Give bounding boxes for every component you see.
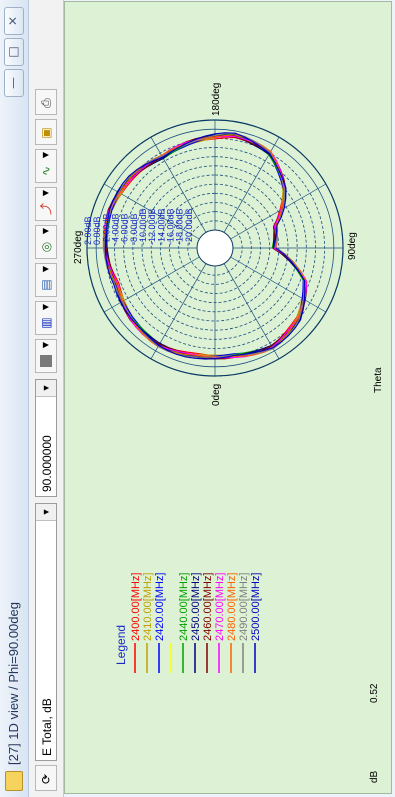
polar-labels: 2.00dB 0.00dB -2.00dB -4.00dB -6.00dB -8.00dB… [73,83,358,406]
plot-area[interactable]: 2.00dB 0.00dB -2.00dB -4.00dB -6.00dB -8.00dB… [64,1,392,794]
legend-entry-label: 2440.00[MHz] [178,573,190,641]
chevron-down-icon: ▼ [41,265,50,273]
curve-icon: ∿ [39,165,53,177]
chevron-down-icon: ▼ [41,151,50,159]
corner-value: 0.52 [369,683,380,703]
angle-label-a180: 180deg [211,83,222,116]
angle-label-a270: 270deg [73,231,84,264]
legend-entry-label: 2460.00[MHz] [202,573,214,641]
spoke-line [150,136,207,233]
chart-type-button[interactable]: ▥ ▼ [35,301,57,335]
spoke-line [230,256,327,313]
polar-chart: 2.00dB 0.00dB -2.00dB -4.00dB -6.00dB -8.00dB… [73,83,384,783]
window-title: [27] 1D view / Phi=90.00deg [6,602,21,765]
parameter-select[interactable]: 90.000000 ▼ [35,379,57,497]
close-button[interactable]: ✕ [4,7,24,35]
radial-tick-label: -18.00dB [175,208,185,245]
legend-entry-label: 2490.00[MHz] [238,573,250,641]
refresh-icon: ⟳ [39,773,53,785]
legend-entry-label: 2410.00[MHz] [142,573,154,641]
legend-entry-label: 2400.00[MHz] [130,573,142,641]
angle-label-a0: 0deg [211,384,222,406]
legend-entry-label: 2450.00[MHz] [190,573,202,641]
spoke-line [223,263,280,360]
radial-tick-label: 0.00dB [92,216,102,245]
x-axis-label: Theta [373,367,384,393]
radial-tick-label: -20.00dB [184,208,194,245]
chevron-down-icon: ▼ [41,227,50,235]
legend: Legend 2400.00[MHz] 2410.00[MHz] 2420.00[M… [114,573,262,673]
grid-button[interactable]: ▤ ▼ [35,263,57,297]
legend-title: Legend [114,625,128,665]
chevron-down-icon: ▼ [41,303,50,311]
angle-label-a90: 90deg [347,232,358,260]
curve-button[interactable]: ∿ ▼ [35,149,57,183]
chevron-down-icon: ▼ [41,189,50,197]
legend-entry-label: 2480.00[MHz] [226,573,238,641]
chevron-down-icon[interactable]: ▼ [36,380,56,397]
polar-grid [86,119,344,377]
series-curve [104,132,306,360]
legend-entry-label: 2500.00[MHz] [250,573,262,641]
radial-tick-label: 2.00dB [83,216,93,245]
chevron-down-icon: ▼ [41,341,50,349]
legend-entry-label: 2470.00[MHz] [214,573,226,641]
chart-type-icon: ▥ [39,317,53,329]
quantity-value: E Total, dB [40,698,54,756]
spoke-line [103,256,200,313]
marker-icon: ⤴ [39,203,53,216]
radial-tick-label: -14.00dB [156,208,166,245]
export-icon: ▣ [39,127,53,139]
y-axis-label: dB [369,770,380,783]
title-bar[interactable]: [27] 1D view / Phi=90.00deg — □ ✕ [0,0,29,797]
legend-icon: ◎ [39,241,53,253]
minimize-button[interactable]: — [4,69,24,97]
app-icon [5,771,23,791]
print-button[interactable]: ⎙ [35,89,57,115]
grid-icon: ▤ [39,279,53,291]
radial-tick-label: -10.00dB [138,208,148,245]
radial-tick-label: -6.00dB [120,213,130,245]
series-curve [103,132,306,358]
radial-tick-label: -16.00dB [166,208,176,245]
quantity-select[interactable]: E Total, dB ▼ [35,503,57,761]
chevron-down-icon[interactable]: ▼ [36,504,56,521]
legend-button[interactable]: ◎ ▼ [35,225,57,259]
polar-curves [102,132,308,360]
radial-tick-label: -2.00dB [101,213,111,245]
color-fill-button[interactable]: ▼ [35,339,57,373]
radial-tick-label: -8.00dB [129,213,139,245]
inner-ring [196,229,234,267]
legend-entry-label: 2420.00[MHz] [154,573,166,641]
maximize-button[interactable]: □ [4,38,24,66]
toolbar: ⟳ E Total, dB ▼ 90.000000 ▼ ▼ ▥ ▼ ▤ ▼ [29,0,64,797]
marker-button[interactable]: ⤴ ▼ [35,187,57,221]
refresh-button[interactable]: ⟳ [35,765,57,791]
print-icon: ⎙ [39,98,53,108]
radial-tick-label: -4.00dB [111,213,121,245]
spoke-line [230,183,327,240]
export-button[interactable]: ▣ [35,119,57,145]
color-fill-icon [40,355,52,367]
radial-tick-label: -12.00dB [147,208,157,245]
parameter-value: 90.000000 [40,435,54,492]
